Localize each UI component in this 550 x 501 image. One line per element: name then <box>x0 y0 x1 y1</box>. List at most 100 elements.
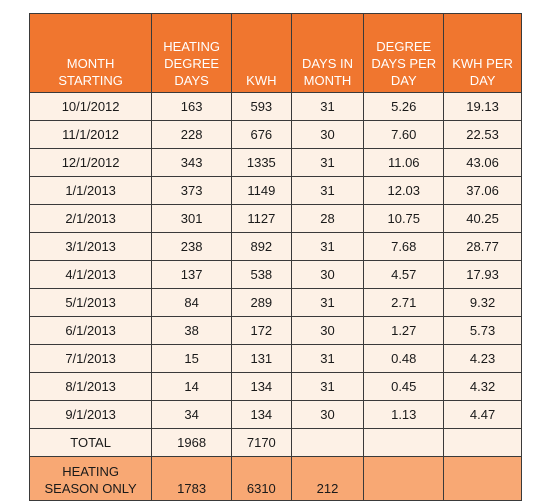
cell-kwh-per-day: 4.47 <box>443 400 522 429</box>
header-month-starting: MONTH STARTING <box>28 13 153 93</box>
table-header: MONTH STARTING HEATING DEGREE DAYS KWH D… <box>28 13 522 93</box>
total-heating-degree-days: 1968 <box>151 428 233 457</box>
table-body: 10/1/2012 163 593 31 5.26 19.13 11/1/201… <box>28 92 522 501</box>
cell-kwh-per-day: 4.32 <box>443 372 522 401</box>
cell-kwh: 131 <box>231 344 292 373</box>
cell-degree-days-per-day: 1.13 <box>363 400 445 429</box>
cell-days-in-month: 28 <box>290 204 365 233</box>
table-row: 1/1/2013 373 1149 31 12.03 37.06 <box>28 176 522 205</box>
cell-days-in-month: 31 <box>290 148 365 177</box>
cell-days-in-month: 30 <box>290 316 365 345</box>
cell-kwh: 1335 <box>231 148 292 177</box>
season-heating-degree-days: 1783 <box>151 456 233 501</box>
season-label-line: HEATING <box>62 464 120 479</box>
total-days-in-month <box>290 428 365 457</box>
total-degree-days-per-day <box>363 428 445 457</box>
cell-kwh: 676 <box>231 120 292 149</box>
header-heating-degree-days: HEATING DEGREE DAYS <box>151 13 233 93</box>
header-line: DAYS IN <box>301 56 354 71</box>
cell-days-in-month: 31 <box>290 288 365 317</box>
cell-heating-degree-days: 15 <box>151 344 233 373</box>
season-label-line: SEASON ONLY <box>44 481 137 496</box>
cell-degree-days-per-day: 2.71 <box>363 288 445 317</box>
cell-degree-days-per-day: 12.03 <box>363 176 445 205</box>
cell-month-starting: 8/1/2013 <box>28 372 153 401</box>
cell-month-starting: 12/1/2012 <box>28 148 153 177</box>
heating-season-label: HEATING SEASON ONLY <box>28 456 153 501</box>
cell-heating-degree-days: 14 <box>151 372 233 401</box>
cell-kwh-per-day: 43.06 <box>443 148 522 177</box>
cell-degree-days-per-day: 5.26 <box>363 92 445 121</box>
cell-degree-days-per-day: 4.57 <box>363 260 445 289</box>
energy-usage-table: MONTH STARTING HEATING DEGREE DAYS KWH D… <box>28 13 522 501</box>
cell-days-in-month: 30 <box>290 120 365 149</box>
table-row: 3/1/2013 238 892 31 7.68 28.77 <box>28 232 522 261</box>
cell-kwh: 1149 <box>231 176 292 205</box>
header-row: MONTH STARTING HEATING DEGREE DAYS KWH D… <box>28 13 522 93</box>
cell-heating-degree-days: 373 <box>151 176 233 205</box>
table-row: 5/1/2013 84 289 31 2.71 9.32 <box>28 288 522 317</box>
header-line: STARTING <box>58 73 123 88</box>
cell-month-starting: 4/1/2013 <box>28 260 153 289</box>
cell-kwh-per-day: 9.32 <box>443 288 522 317</box>
header-line: DEGREE <box>376 39 432 54</box>
cell-degree-days-per-day: 1.27 <box>363 316 445 345</box>
cell-kwh-per-day: 28.77 <box>443 232 522 261</box>
cell-month-starting: 10/1/2012 <box>28 92 153 121</box>
header-line: MONTH <box>66 56 115 71</box>
cell-kwh-per-day: 4.23 <box>443 344 522 373</box>
cell-month-starting: 9/1/2013 <box>28 400 153 429</box>
cell-kwh-per-day: 5.73 <box>443 316 522 345</box>
table-row: 12/1/2012 343 1335 31 11.06 43.06 <box>28 148 522 177</box>
total-kwh-per-day <box>443 428 522 457</box>
table-row: 6/1/2013 38 172 30 1.27 5.73 <box>28 316 522 345</box>
cell-kwh-per-day: 37.06 <box>443 176 522 205</box>
season-days-in-month: 212 <box>290 456 365 501</box>
table-row: 9/1/2013 34 134 30 1.13 4.47 <box>28 400 522 429</box>
cell-month-starting: 11/1/2012 <box>28 120 153 149</box>
cell-month-starting: 5/1/2013 <box>28 288 153 317</box>
cell-month-starting: 2/1/2013 <box>28 204 153 233</box>
cell-days-in-month: 30 <box>290 260 365 289</box>
season-kwh: 6310 <box>231 456 292 501</box>
cell-heating-degree-days: 228 <box>151 120 233 149</box>
cell-heating-degree-days: 163 <box>151 92 233 121</box>
cell-heating-degree-days: 301 <box>151 204 233 233</box>
table-row: 4/1/2013 137 538 30 4.57 17.93 <box>28 260 522 289</box>
cell-kwh-per-day: 17.93 <box>443 260 522 289</box>
table-row: 10/1/2012 163 593 31 5.26 19.13 <box>28 92 522 121</box>
header-kwh: KWH <box>231 13 292 93</box>
cell-days-in-month: 31 <box>290 232 365 261</box>
header-line: HEATING <box>163 39 221 54</box>
header-line: DAYS PER <box>371 56 437 71</box>
header-kwh-per-day: KWH PER DAY <box>443 13 522 93</box>
heating-season-row: HEATING SEASON ONLY 1783 6310 212 <box>28 456 522 501</box>
header-line: DAYS <box>174 73 209 88</box>
cell-days-in-month: 30 <box>290 400 365 429</box>
season-kwh-per-day <box>443 456 522 501</box>
cell-days-in-month: 31 <box>290 92 365 121</box>
header-line: KWH <box>246 73 277 88</box>
cell-degree-days-per-day: 0.48 <box>363 344 445 373</box>
total-row: TOTAL 1968 7170 <box>28 428 522 457</box>
cell-kwh: 134 <box>231 400 292 429</box>
cell-days-in-month: 31 <box>290 176 365 205</box>
cell-month-starting: 6/1/2013 <box>28 316 153 345</box>
cell-kwh: 134 <box>231 372 292 401</box>
cell-heating-degree-days: 343 <box>151 148 233 177</box>
cell-heating-degree-days: 84 <box>151 288 233 317</box>
table-row: 8/1/2013 14 134 31 0.45 4.32 <box>28 372 522 401</box>
cell-days-in-month: 31 <box>290 372 365 401</box>
cell-kwh-per-day: 40.25 <box>443 204 522 233</box>
total-label: TOTAL <box>28 428 153 457</box>
table-row: 11/1/2012 228 676 30 7.60 22.53 <box>28 120 522 149</box>
table-row: 7/1/2013 15 131 31 0.48 4.23 <box>28 344 522 373</box>
cell-days-in-month: 31 <box>290 344 365 373</box>
cell-kwh: 1127 <box>231 204 292 233</box>
cell-degree-days-per-day: 10.75 <box>363 204 445 233</box>
cell-kwh-per-day: 22.53 <box>443 120 522 149</box>
cell-kwh: 593 <box>231 92 292 121</box>
header-line: KWH PER <box>452 56 513 71</box>
cell-degree-days-per-day: 7.68 <box>363 232 445 261</box>
cell-kwh: 538 <box>231 260 292 289</box>
